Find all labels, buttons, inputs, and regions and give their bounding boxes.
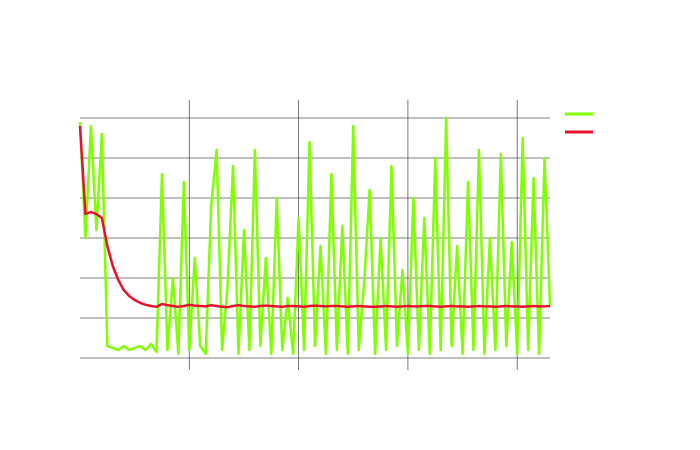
series-line [78,116,552,356]
series-line [78,125,551,309]
